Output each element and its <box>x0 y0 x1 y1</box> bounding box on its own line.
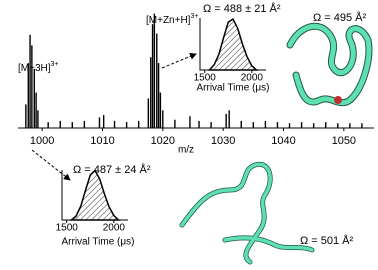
structure-label: Ω = 501 Å² <box>300 234 354 247</box>
annotation-text: [M+3H] <box>18 63 51 74</box>
inset-title: Ω = 487 ± 24 Å² <box>73 163 151 176</box>
peak-annotation: [M+Zn+H]3+ <box>146 13 198 26</box>
x-tick-label: 1030 <box>211 135 235 147</box>
inset-title: Ω = 488 ± 21 Å² <box>203 2 281 15</box>
x-tick-label: 1050 <box>332 135 356 147</box>
x-axis-label: m/z <box>178 145 194 156</box>
x-tick-label: 1020 <box>151 135 175 147</box>
annotation-sup: 3+ <box>51 61 59 68</box>
structure-label: Ω = 495 Å² <box>313 11 367 24</box>
arrow <box>31 149 71 181</box>
peak-annotation: [M+3H]3+ <box>18 61 59 74</box>
distribution-area <box>69 169 121 221</box>
protein-structure <box>286 22 373 107</box>
protein-structure <box>179 161 315 265</box>
annotation-text: [M+Zn+H] <box>146 15 191 26</box>
x-tick-label: 2000 <box>103 223 126 234</box>
arrow <box>161 53 197 69</box>
x-tick-label: 1500 <box>56 223 79 234</box>
x-tick-label: 1040 <box>271 135 295 147</box>
x-tick-label: 1010 <box>90 135 114 147</box>
x-axis-label: Arrival Time (μs) <box>197 83 270 94</box>
annotation-sup: 3+ <box>190 13 198 20</box>
x-tick-label: 1000 <box>30 135 54 147</box>
x-tick-label: 2000 <box>241 73 264 84</box>
x-tick-label: 1500 <box>194 73 217 84</box>
x-axis-label: Arrival Time (μs) <box>62 237 135 248</box>
distribution-area <box>207 17 259 71</box>
